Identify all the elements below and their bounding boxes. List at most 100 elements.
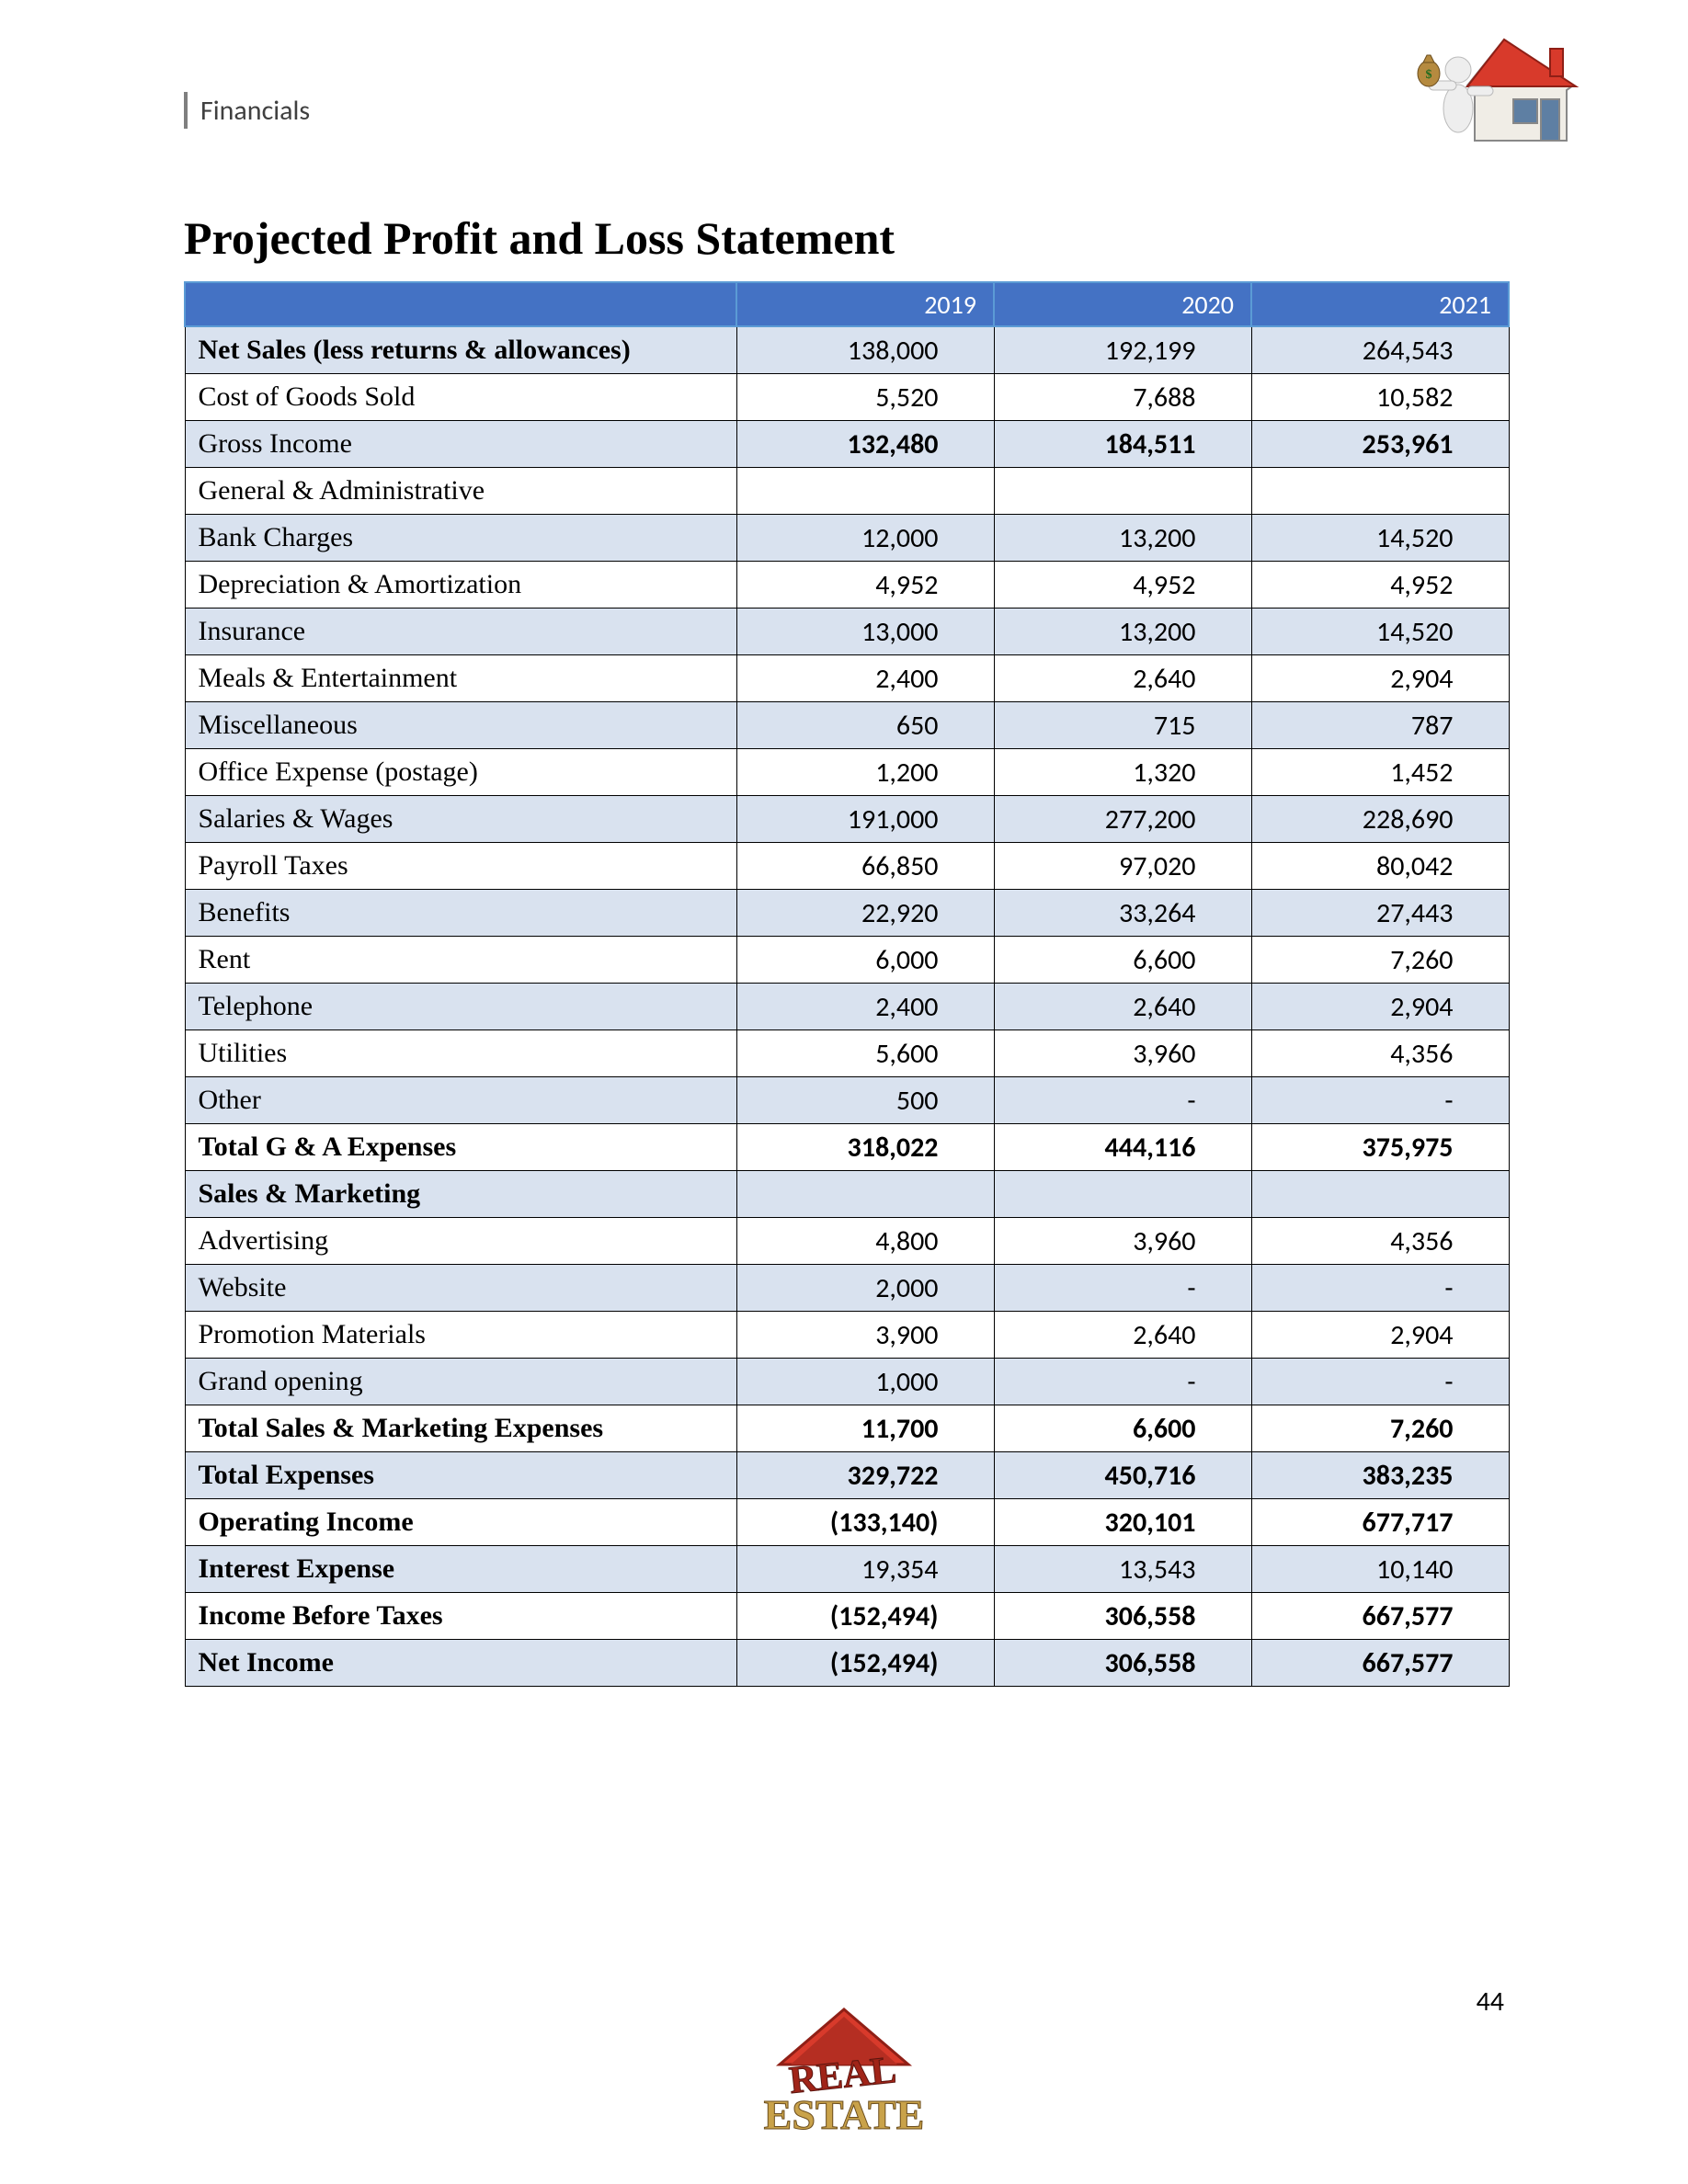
row-value: 4,356 bbox=[1251, 1030, 1509, 1077]
row-value: 277,200 bbox=[994, 796, 1251, 843]
row-value: 7,260 bbox=[1251, 937, 1509, 984]
row-label: Payroll Taxes bbox=[185, 843, 736, 890]
row-value: - bbox=[994, 1359, 1251, 1405]
row-label: Utilities bbox=[185, 1030, 736, 1077]
table-row: Cost of Goods Sold5,5207,68810,582 bbox=[185, 374, 1509, 421]
row-label: Income Before Taxes bbox=[185, 1593, 736, 1640]
row-value: 2,000 bbox=[736, 1265, 994, 1312]
row-label: Other bbox=[185, 1077, 736, 1124]
row-value: 7,260 bbox=[1251, 1405, 1509, 1452]
row-value: - bbox=[1251, 1265, 1509, 1312]
table-row: Gross Income132,480184,511253,961 bbox=[185, 421, 1509, 468]
table-row: Salaries & Wages191,000277,200228,690 bbox=[185, 796, 1509, 843]
row-value: 2,640 bbox=[994, 655, 1251, 702]
row-value: 2,904 bbox=[1251, 1312, 1509, 1359]
row-label: Cost of Goods Sold bbox=[185, 374, 736, 421]
row-value: 306,558 bbox=[994, 1640, 1251, 1687]
svg-text:$: $ bbox=[1426, 68, 1432, 82]
row-value: (133,140) bbox=[736, 1499, 994, 1546]
row-value: 375,975 bbox=[1251, 1124, 1509, 1171]
row-value bbox=[736, 1171, 994, 1218]
row-label: Salaries & Wages bbox=[185, 796, 736, 843]
row-label: Depreciation & Amortization bbox=[185, 562, 736, 609]
table-row: Net Sales (less returns & allowances)138… bbox=[185, 326, 1509, 374]
table-row: Promotion Materials3,9002,6402,904 bbox=[185, 1312, 1509, 1359]
row-value: 2,904 bbox=[1251, 984, 1509, 1030]
table-row: Website2,000-- bbox=[185, 1265, 1509, 1312]
row-value: 1,000 bbox=[736, 1359, 994, 1405]
row-value: 11,700 bbox=[736, 1405, 994, 1452]
row-value: 6,600 bbox=[994, 937, 1251, 984]
row-value: 12,000 bbox=[736, 515, 994, 562]
table-row: Payroll Taxes66,85097,02080,042 bbox=[185, 843, 1509, 890]
row-label: Total G & A Expenses bbox=[185, 1124, 736, 1171]
row-value bbox=[1251, 1171, 1509, 1218]
row-value bbox=[994, 468, 1251, 515]
row-label: Total Sales & Marketing Expenses bbox=[185, 1405, 736, 1452]
table-row: Depreciation & Amortization4,9524,9524,9… bbox=[185, 562, 1509, 609]
row-label: Net Sales (less returns & allowances) bbox=[185, 326, 736, 374]
row-value bbox=[994, 1171, 1251, 1218]
row-label: Gross Income bbox=[185, 421, 736, 468]
row-value: 10,582 bbox=[1251, 374, 1509, 421]
row-value: 2,904 bbox=[1251, 655, 1509, 702]
row-value: 4,356 bbox=[1251, 1218, 1509, 1265]
row-label: Telephone bbox=[185, 984, 736, 1030]
table-row: Interest Expense19,35413,54310,140 bbox=[185, 1546, 1509, 1593]
row-value: 264,543 bbox=[1251, 326, 1509, 374]
row-value: 19,354 bbox=[736, 1546, 994, 1593]
row-value: 97,020 bbox=[994, 843, 1251, 890]
row-value: 13,543 bbox=[994, 1546, 1251, 1593]
table-row: Benefits22,92033,26427,443 bbox=[185, 890, 1509, 937]
table-header-blank bbox=[185, 282, 736, 326]
row-value: 667,577 bbox=[1251, 1640, 1509, 1687]
row-value: 4,800 bbox=[736, 1218, 994, 1265]
row-value: 184,511 bbox=[994, 421, 1251, 468]
row-label: Website bbox=[185, 1265, 736, 1312]
table-header-year-1: 2019 bbox=[736, 282, 994, 326]
row-label: Net Income bbox=[185, 1640, 736, 1687]
svg-text:ESTATE: ESTATE bbox=[764, 2091, 925, 2138]
row-value: 22,920 bbox=[736, 890, 994, 937]
page-number: 44 bbox=[1477, 1985, 1504, 2019]
table-row: Telephone2,4002,6402,904 bbox=[185, 984, 1509, 1030]
row-value: 228,690 bbox=[1251, 796, 1509, 843]
row-label: Promotion Materials bbox=[185, 1312, 736, 1359]
row-value: 5,600 bbox=[736, 1030, 994, 1077]
row-value: 192,199 bbox=[994, 326, 1251, 374]
row-label: Advertising bbox=[185, 1218, 736, 1265]
row-value: 5,520 bbox=[736, 374, 994, 421]
row-value: 1,452 bbox=[1251, 749, 1509, 796]
row-label: Rent bbox=[185, 937, 736, 984]
table-body: Net Sales (less returns & allowances)138… bbox=[185, 326, 1509, 1687]
row-value: 3,960 bbox=[994, 1030, 1251, 1077]
row-value: 4,952 bbox=[994, 562, 1251, 609]
row-label: Grand opening bbox=[185, 1359, 736, 1405]
section-header-bar: Financials bbox=[184, 83, 1513, 138]
row-value: (152,494) bbox=[736, 1593, 994, 1640]
row-label: Sales & Marketing bbox=[185, 1171, 736, 1218]
table-row: Income Before Taxes(152,494)306,558667,5… bbox=[185, 1593, 1509, 1640]
row-value: 13,200 bbox=[994, 609, 1251, 655]
row-value: 2,400 bbox=[736, 655, 994, 702]
row-value: 444,116 bbox=[994, 1124, 1251, 1171]
table-row: Total Sales & Marketing Expenses11,7006,… bbox=[185, 1405, 1509, 1452]
profit-loss-table: 2019 2020 2021 Net Sales (less returns &… bbox=[184, 281, 1510, 1687]
row-value: 6,600 bbox=[994, 1405, 1251, 1452]
row-value: 138,000 bbox=[736, 326, 994, 374]
table-row: Utilities5,6003,9604,356 bbox=[185, 1030, 1509, 1077]
row-value: 132,480 bbox=[736, 421, 994, 468]
row-value: 306,558 bbox=[994, 1593, 1251, 1640]
table-row: Operating Income(133,140)320,101677,717 bbox=[185, 1499, 1509, 1546]
row-value bbox=[736, 468, 994, 515]
page-container: $ Financials Projected Profit and Loss S… bbox=[0, 0, 1688, 2184]
footer-logo-icon: REAL ESTATE bbox=[761, 2000, 927, 2147]
table-row: Insurance13,00013,20014,520 bbox=[185, 609, 1509, 655]
row-value: 13,200 bbox=[994, 515, 1251, 562]
row-value: 13,000 bbox=[736, 609, 994, 655]
table-row: Sales & Marketing bbox=[185, 1171, 1509, 1218]
row-value: 4,952 bbox=[1251, 562, 1509, 609]
row-label: Miscellaneous bbox=[185, 702, 736, 749]
table-row: Grand opening1,000-- bbox=[185, 1359, 1509, 1405]
table-row: Meals & Entertainment2,4002,6402,904 bbox=[185, 655, 1509, 702]
